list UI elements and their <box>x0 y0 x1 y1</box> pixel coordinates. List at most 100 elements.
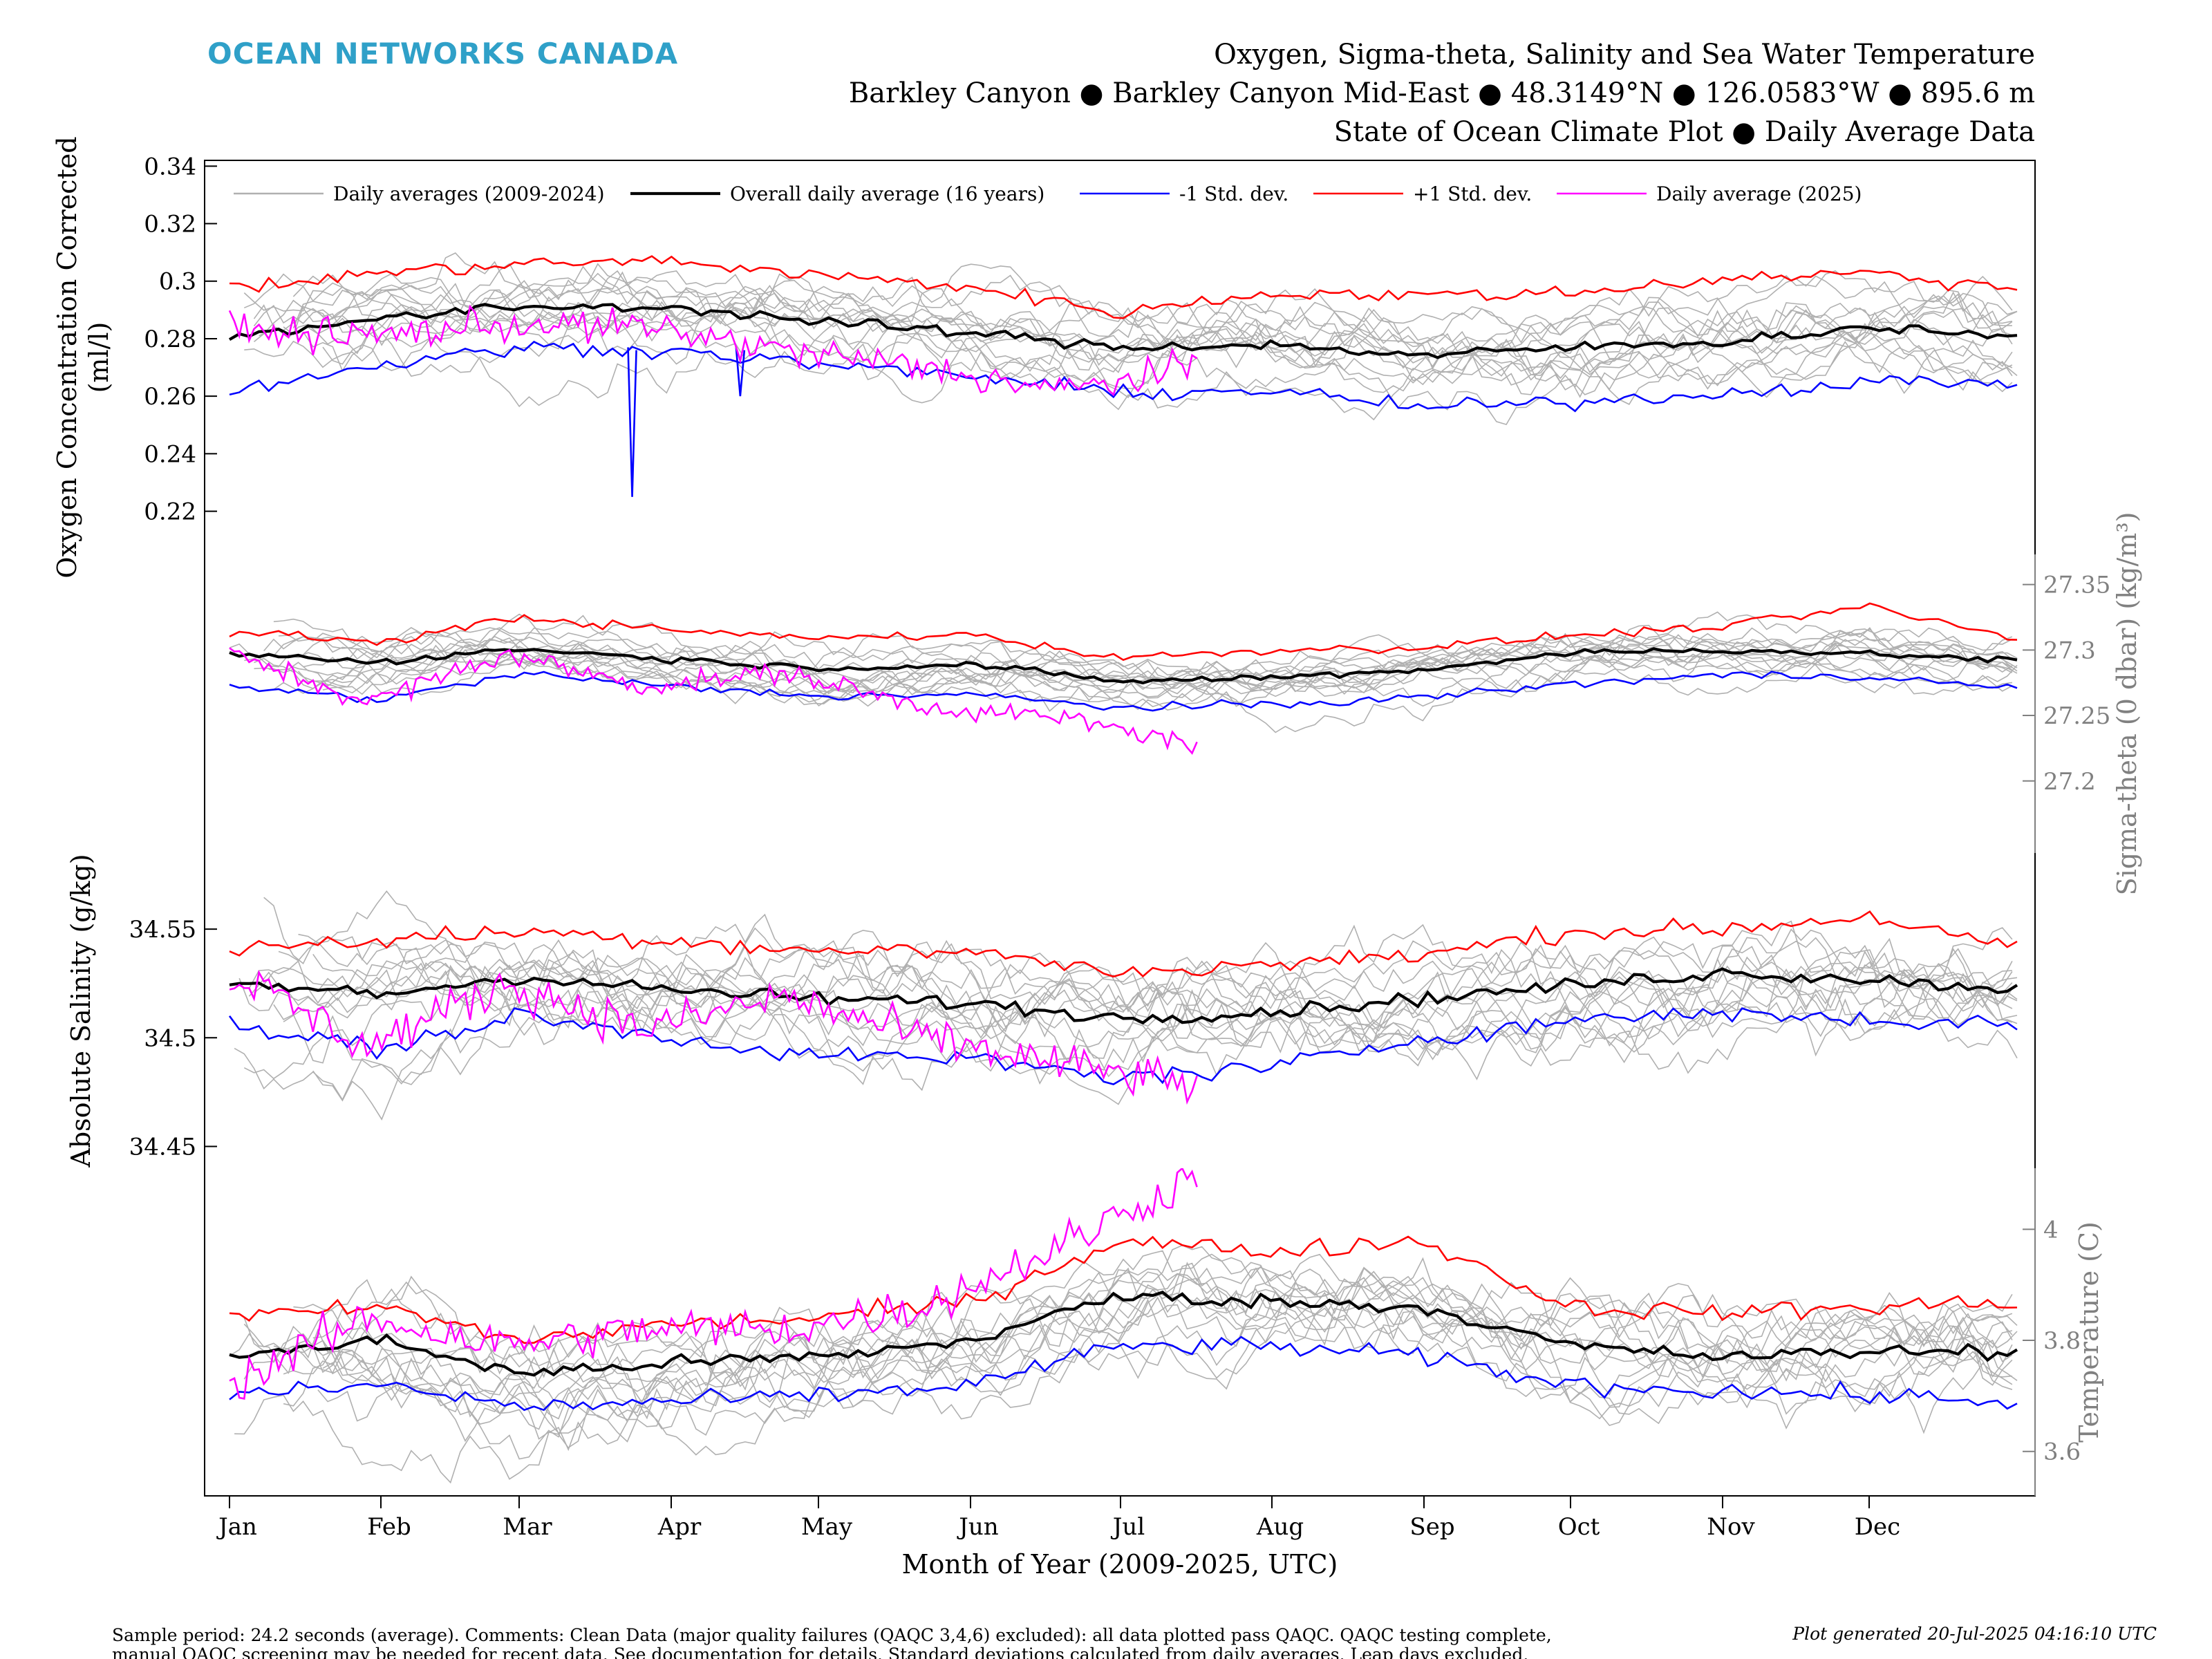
oxygen-history-line <box>253 285 2013 404</box>
x-tick-label: Apr <box>657 1513 702 1541</box>
oxygen-y-tick-label: 0.28 <box>144 326 196 353</box>
axes: 0.22 0.24 0.26 0.28 0.3 0.32 0.34 Oxygen Concen… <box>52 136 2142 1541</box>
sigma_theta-y-tick-label: 27.3 <box>2043 637 2096 664</box>
sigma_theta-minus-std-line <box>229 671 2018 712</box>
temperature-y-tick-label: 3.6 <box>2043 1438 2081 1466</box>
salinity-y-tick-label: 34.5 <box>144 1024 196 1052</box>
salinity-current-year-line <box>229 969 1198 1105</box>
legend-entry-label: Overall daily average (16 years) <box>730 182 1044 205</box>
sigma_theta-history-line <box>278 615 2018 698</box>
salinity-history-line <box>253 957 2013 1085</box>
sigma_theta-history-line <box>268 634 2018 707</box>
temperature-history-line <box>229 1262 2018 1443</box>
x-axis-label: Month of Year (2009-2025, UTC) <box>902 1549 1338 1580</box>
temperature-history-line <box>243 1267 2013 1456</box>
sigma_theta-plus-std-line <box>229 602 2018 662</box>
salinity-history-line <box>278 939 2018 1071</box>
plot-area <box>228 252 2018 1484</box>
oxygen-history-line <box>292 272 2013 389</box>
oxygen-history-line <box>244 292 2013 405</box>
legend-entry-label: +1 Std. dev. <box>1413 182 1532 205</box>
sigma_theta-history-line <box>263 632 2013 704</box>
x-tick-label: Aug <box>1256 1513 1304 1541</box>
oxygen-series-group <box>228 252 2018 497</box>
salinity-history-line <box>317 944 2018 1059</box>
temperature-history-line <box>322 1277 2013 1427</box>
salinity-plus-std-line <box>229 910 2018 978</box>
oxygen-history-line <box>259 273 2018 426</box>
salinity-history-line <box>298 890 2018 1063</box>
oxygen-y-axis-label: (ml/l) <box>84 322 114 393</box>
oxygen-history-line <box>322 305 2013 421</box>
temperature-mean-line <box>229 1291 2018 1377</box>
sigma_theta-y-tick-label: 27.2 <box>2043 768 2096 796</box>
salinity-history-line <box>312 944 2013 1066</box>
oxygen-y-tick-label: 0.3 <box>159 268 196 296</box>
temperature-history-line <box>283 1267 2013 1434</box>
oxygen-history-line <box>253 290 2013 398</box>
salinity-series-group <box>228 890 2018 1121</box>
sigma_theta-y-tick-label: 27.35 <box>2043 572 2110 599</box>
x-tick-label: Jun <box>957 1513 998 1541</box>
salinity-history-line <box>312 941 2013 1121</box>
sigma_theta-history-line <box>254 634 2013 702</box>
legend: Daily averages (2009-2024) Overall daily … <box>234 182 1862 205</box>
plot-generated-timestamp: Plot generated 20-Jul-2025 04:16:10 UTC <box>1792 1624 2157 1644</box>
x-tick-label: Feb <box>367 1513 411 1541</box>
sigma_theta-history-line <box>288 627 2018 708</box>
sigma_theta-series-group <box>229 602 2018 755</box>
sigma_theta-history-line <box>322 634 2013 700</box>
temperature-history-line <box>317 1244 2018 1422</box>
brand-logo-text: OCEAN NETWORKS CANADA <box>207 37 678 71</box>
oxygen-history-line <box>317 252 2018 395</box>
salinity-history-line <box>248 942 2018 1046</box>
oxygen-plus-std-line <box>229 255 2018 319</box>
legend-entry-label: -1 Std. dev. <box>1179 182 1288 205</box>
oxygen-history-line <box>302 274 2013 381</box>
legend-entry-label: Daily average (2025) <box>1656 182 1862 205</box>
oxygen-y-axis-label: Oxygen Concentration Corrected <box>52 136 82 578</box>
x-tick-label: Oct <box>1558 1513 1600 1541</box>
temperature-history-line <box>322 1277 2013 1401</box>
oxygen-dip-marker <box>735 347 746 397</box>
temperature-series-group <box>229 1168 2018 1484</box>
salinity-history-line <box>273 950 2013 1072</box>
chart-title-line-1: Oxygen, Sigma-theta, Salinity and Sea Wa… <box>1214 39 2035 71</box>
oxygen-dip-marker <box>627 347 637 497</box>
temperature-y-tick-label: 3.8 <box>2043 1327 2081 1355</box>
oxygen-minus-std-line <box>229 340 2018 413</box>
x-tick-label: Mar <box>503 1513 552 1541</box>
temperature-history-line <box>288 1250 2018 1430</box>
x-tick-label: Sep <box>1409 1513 1454 1541</box>
salinity-mean-line <box>229 967 2018 1025</box>
oxygen-y-tick-label: 0.24 <box>144 440 196 468</box>
oxygen-y-tick-label: 0.22 <box>144 498 196 526</box>
footer-note-line-1: Sample period: 24.2 seconds (average). C… <box>112 1625 1552 1645</box>
sigma_theta-current-year-line <box>229 647 1198 755</box>
salinity-y-tick-label: 34.55 <box>129 916 196 944</box>
temperature-minus-std-line <box>229 1335 2018 1412</box>
x-tick-label: Dec <box>1855 1513 1900 1541</box>
x-tick-label: Nov <box>1707 1513 1755 1541</box>
temperature-history-line <box>283 1275 2013 1449</box>
temperature-current-year-line <box>229 1168 1198 1400</box>
oxygen-history-line <box>283 263 2013 394</box>
temperature-y-axis-label: Temperature (C) <box>2074 1221 2104 1443</box>
footer-note-line-2: manual QAQC screening may be needed for … <box>112 1644 1528 1659</box>
sigma_theta-mean-line <box>229 647 2018 685</box>
temperature-history-line <box>234 1271 2013 1484</box>
oxygen-history-line <box>243 263 2012 384</box>
oxygen-y-tick-label: 0.26 <box>144 383 196 411</box>
legend-entry-label: Daily averages (2009-2024) <box>333 182 605 205</box>
salinity-history-line <box>263 897 2013 1038</box>
salinity-y-axis-label: Absolute Salinity (g/kg) <box>66 854 96 1168</box>
salinity-y-tick-label: 34.45 <box>129 1134 196 1161</box>
temperature-history-line <box>312 1262 2013 1420</box>
sigma_theta-history-line <box>273 631 2013 707</box>
chart-title-line-2: Barkley Canyon ● Barkley Canyon Mid-East… <box>849 77 2035 109</box>
temperature-y-tick-label: 4 <box>2043 1216 2059 1244</box>
oxygen-y-tick-label: 0.34 <box>144 153 196 180</box>
chart-title-line-3: State of Ocean Climate Plot ● Daily Aver… <box>1334 116 2035 148</box>
